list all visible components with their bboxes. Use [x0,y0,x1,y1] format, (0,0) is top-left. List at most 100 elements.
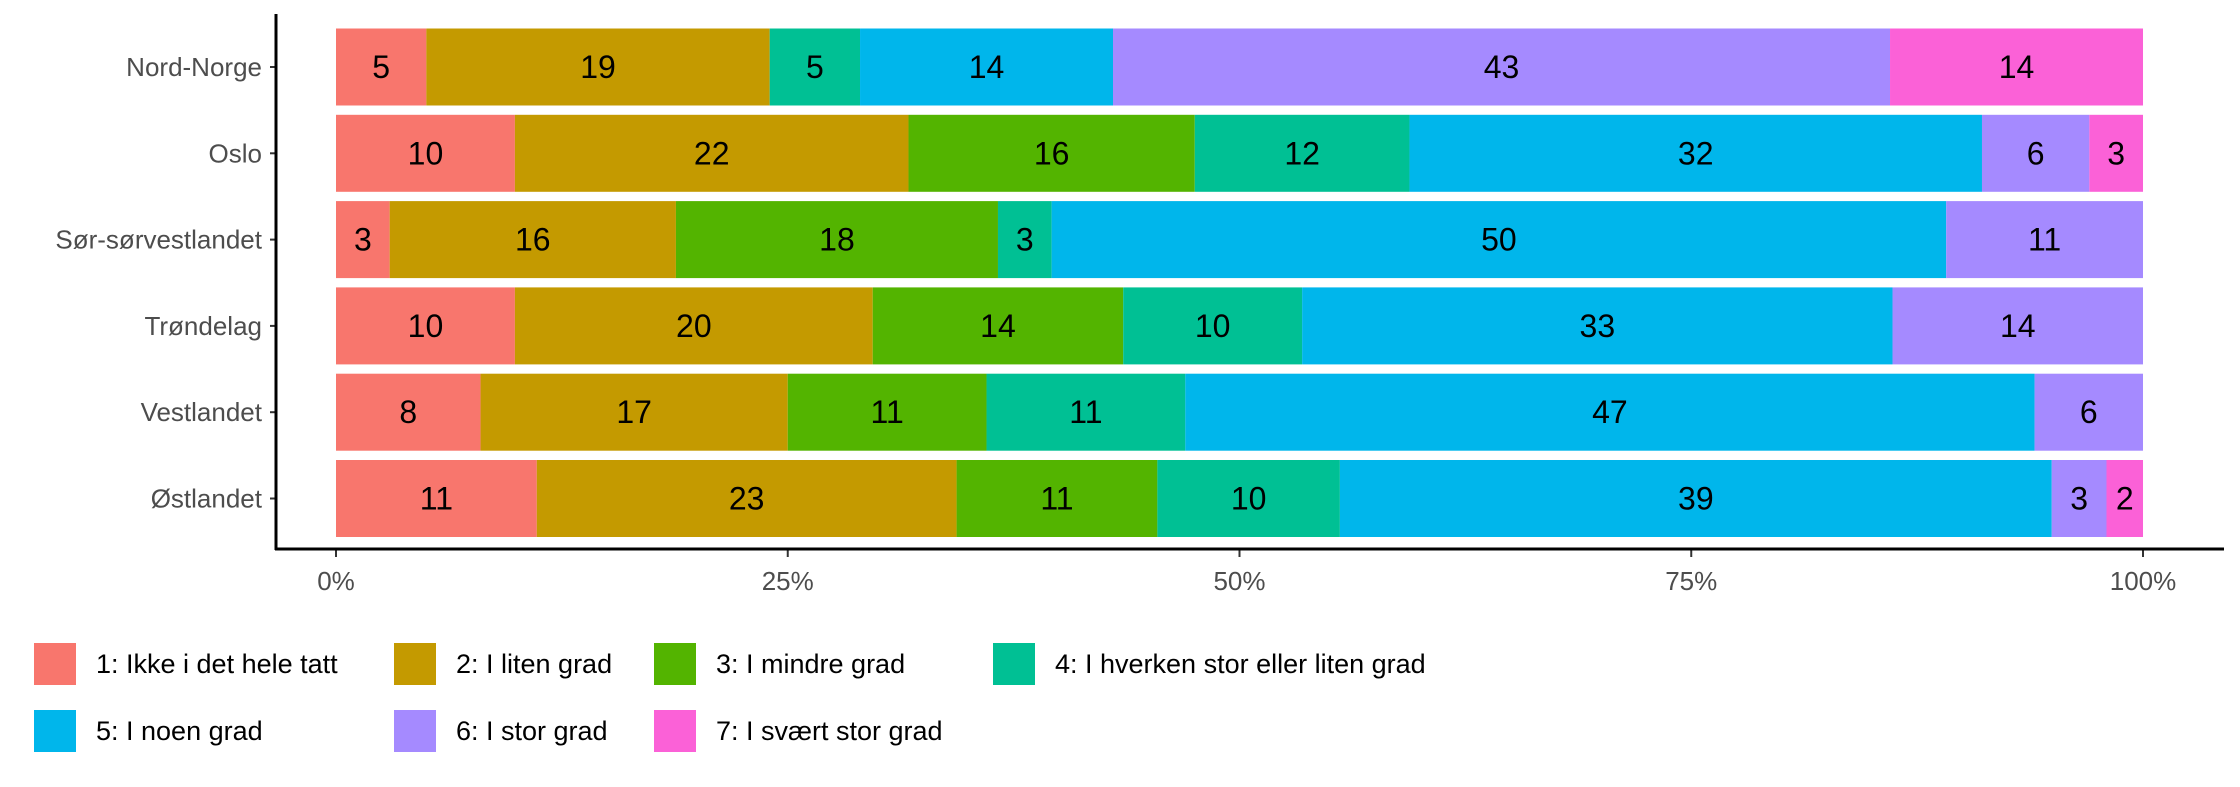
bar-segment [1892,287,2143,365]
bar-value-label: 18 [819,222,855,258]
bar-segment [336,114,515,192]
bar-value-label: 3 [2107,135,2125,171]
category-label: Sør-sørvestlandet [55,225,262,255]
category-label: Vestlandet [141,397,263,427]
bar-value-label: 43 [1484,49,1520,85]
bar-value-label: 14 [980,308,1016,344]
legend: 1: Ikke i det hele tatt 2: I liten grad 3:… [34,643,1426,752]
bar-segment [769,28,861,106]
bar-segment [1409,114,1982,192]
bar-value-label: 14 [2000,308,2036,344]
legend-item: 4: I hverken stor eller liten grad [993,643,1426,685]
bar-segment [426,28,770,106]
bar-segment [1123,287,1303,365]
bar-value-label: 22 [694,135,730,171]
category-label: Østlandet [151,484,263,514]
bar-segment [336,373,481,451]
category-label: Nord-Norge [126,52,262,82]
bar-value-label: 50 [1481,222,1517,258]
legend-label: 6: I stor grad [456,716,608,746]
category-label: Oslo [209,138,262,168]
bar-segment [675,201,998,279]
legend-swatch [654,643,696,685]
bar-value-label: 10 [1231,481,1267,517]
bar-value-label: 10 [408,135,444,171]
x-axis-ticks: 0% 25% 50% 75% 100% [317,549,2176,596]
x-tick-label: 0% [317,566,355,596]
legend-swatch [34,643,76,685]
legend-label: 4: I hverken stor eller liten grad [1055,649,1426,679]
legend-swatch [654,710,696,752]
bar-segment [2089,114,2143,192]
bar-segment [2034,373,2143,451]
bar-segment [514,287,873,365]
bar-value-label: 11 [420,481,453,517]
bar-value-label: 23 [729,481,765,517]
bar-segment [997,201,1052,279]
bar-segment [1981,114,2090,192]
legend-label: 7: I svært stor grad [716,716,943,746]
bar-segment [1946,201,2143,279]
bar-segment [336,287,515,365]
bar-value-label: 11 [871,394,904,430]
bar-segment [1113,28,1891,106]
category-labels: Nord-Norge Oslo Sør-sørvestlandet Trøndelag… [55,52,276,514]
legend-label: 3: I mindre grad [716,649,905,679]
bar-segment [336,28,427,106]
x-tick-label: 25% [762,566,814,596]
bar-segment [480,373,788,451]
bar-value-label: 5 [372,49,390,85]
bar-value-label: 6 [2080,394,2098,430]
bar-segment [1185,373,2035,451]
x-tick-label: 50% [1213,566,1265,596]
legend-item: 3: I mindre grad [654,643,905,685]
bar-segment [2051,460,2107,537]
bar-segment [336,201,390,279]
bar-segment [860,28,1114,106]
bar-value-label: 17 [616,394,652,430]
bar-value-label: 6 [2027,135,2045,171]
legend-label: 2: I liten grad [456,649,612,679]
legend-swatch [394,710,436,752]
legend-swatch [34,710,76,752]
bar-value-label: 33 [1580,308,1616,344]
bar-value-label: 47 [1592,394,1628,430]
x-tick-label: 75% [1665,566,1717,596]
legend-label: 5: I noen grad [96,716,263,746]
category-label: Trøndelag [144,311,262,341]
bar-segment [1157,460,1340,537]
bar-value-label: 39 [1678,481,1714,517]
bar-value-label: 3 [354,222,372,258]
bar-segment [1339,460,2052,537]
bar-segment [389,201,676,279]
bar-segment [2106,460,2143,537]
bar-value-label: 16 [1034,135,1070,171]
bar-value-label: 12 [1284,135,1320,171]
bar-value-label: 20 [676,308,712,344]
bar-value-label: 14 [1999,49,2035,85]
legend-item: 2: I liten grad [394,643,612,685]
legend-swatch [394,643,436,685]
bar-value-label: 3 [1016,222,1034,258]
bar-value-label: 5 [806,49,824,85]
bar-segment [787,373,987,451]
bar-segment [956,460,1158,537]
bar-value-label: 19 [580,49,616,85]
bar-value-label: 3 [2070,481,2088,517]
bar-segment [514,114,909,192]
bar-value-label: 14 [969,49,1005,85]
bar-segment [986,373,1186,451]
legend-item: 1: Ikke i det hele tatt [34,643,338,685]
bar-value-label: 32 [1678,135,1714,171]
bar-segment [908,114,1195,192]
bar-segment [536,460,957,537]
bar-value-label: 10 [1195,308,1231,344]
bar-value-label: 11 [2028,222,2061,258]
bar-segment [872,287,1124,365]
bar-value-label: 11 [1040,481,1073,517]
legend-item: 5: I noen grad [34,710,263,752]
bar-segment [1194,114,1410,192]
bar-segment [1890,28,2143,106]
